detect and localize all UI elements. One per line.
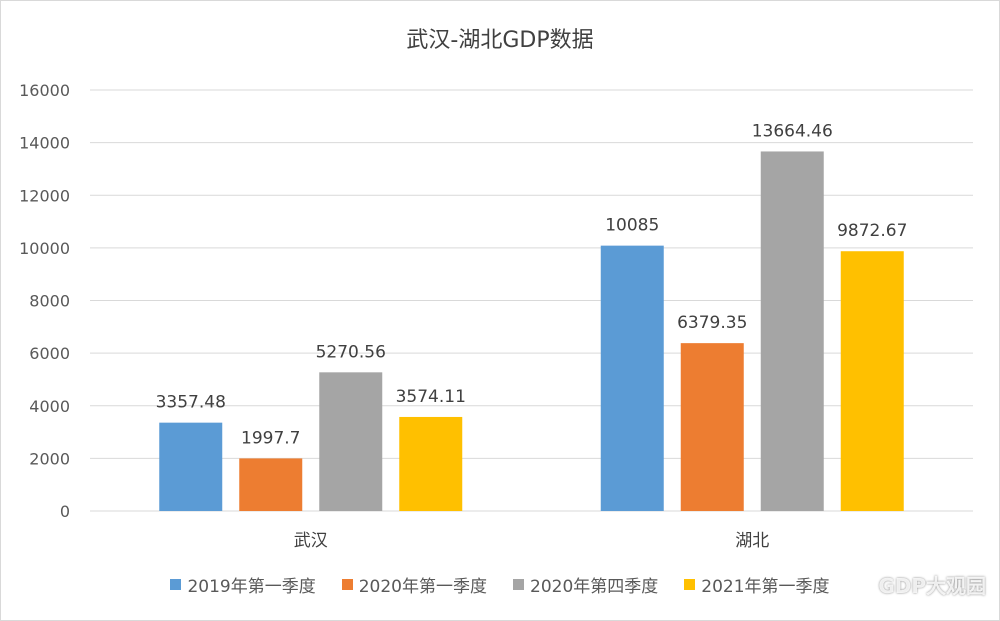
legend-swatch [513,579,524,590]
watermark: GDP大观园 [878,574,986,598]
data-label: 1997.7 [241,428,300,448]
bar [159,422,223,511]
y-tick-label: 10000 [19,239,70,258]
legend-label: 2020年第一季度 [358,577,487,597]
bar [840,251,904,511]
y-tick-label: 12000 [19,186,70,205]
bar [680,343,744,511]
legend-label: 2021年第一季度 [701,577,830,597]
legend: 2019年第一季度 2020年第一季度 2020年第四季度 2021年第一季度 [0,572,1000,597]
data-label: 3357.48 [156,393,226,413]
legend-item: 2019年第一季度 [170,572,316,597]
y-tick-label: 14000 [19,134,70,153]
y-tick-label: 4000 [29,397,70,416]
data-label: 13664.46 [752,121,833,141]
legend-item: 2020年第四季度 [513,572,658,597]
legend-swatch [684,579,696,590]
chart-title: 武汉-湖北GDP数据 [406,28,594,53]
data-label: 10085 [605,216,659,236]
x-category-label: 武汉 [294,531,328,551]
y-tick-label: 6000 [29,344,70,363]
x-category-label: 湖北 [735,531,769,551]
y-tick-label: 8000 [29,292,70,311]
data-label: 3574.11 [396,387,466,407]
data-label: 9872.67 [837,221,907,241]
bar [600,245,664,512]
legend-swatch [341,579,353,590]
legend-item: 2021年第一季度 [684,572,830,597]
bar [319,372,383,511]
bar [760,151,824,511]
y-tick-label: 2000 [29,449,70,468]
data-label: 6379.35 [677,313,747,333]
legend-label: 2020年第四季度 [530,577,659,597]
legend-label: 2019年第一季度 [187,577,316,597]
bar [239,458,303,511]
y-tick-label: 0 [60,502,70,521]
legend-item: 2020年第一季度 [341,572,487,597]
legend-swatch [170,579,182,590]
y-tick-label: 16000 [19,81,70,100]
data-label: 5270.56 [316,342,386,362]
bar [399,416,463,511]
